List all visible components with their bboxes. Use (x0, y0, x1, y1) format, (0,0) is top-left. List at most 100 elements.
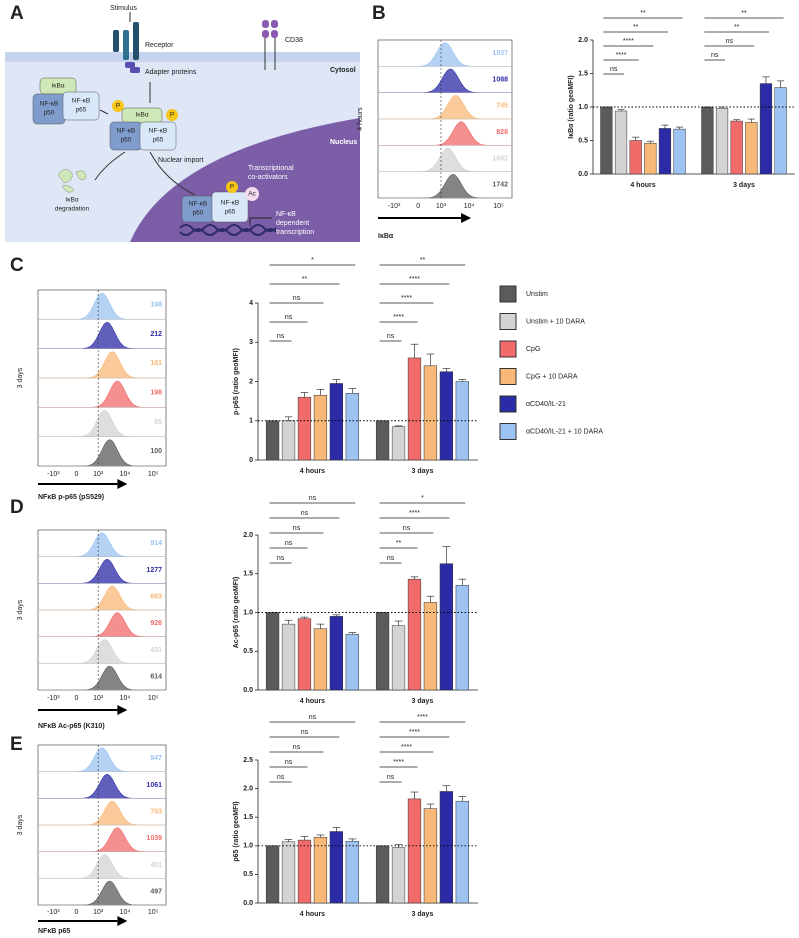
y-tick-label: 3 (249, 339, 253, 346)
mfi-value: 614 (150, 674, 162, 681)
phospho (112, 100, 124, 112)
mfi-value: 1277 (146, 567, 162, 574)
significance-label: ** (734, 24, 740, 31)
significance-label: ns (301, 510, 309, 517)
arrow (149, 151, 196, 196)
acetyl (245, 187, 259, 201)
coactivators: Transcriptional (248, 165, 294, 172)
mfi-value: 431 (150, 647, 162, 654)
histogram (38, 665, 166, 691)
row-label: 4 hours (357, 107, 364, 131)
hist-tick-label: 10⁵ (493, 203, 504, 210)
significance-label: ns (293, 744, 301, 751)
significance-label: **** (409, 729, 420, 736)
bar (329, 831, 344, 904)
bar (329, 616, 344, 691)
bar (391, 847, 406, 904)
y-tick-label: 1.0 (243, 843, 253, 850)
significance-label: ns (387, 333, 395, 340)
bar (730, 120, 743, 175)
row-label: 3 days (17, 814, 24, 835)
hist-arrow-head (117, 916, 128, 926)
hist-tick-label: 10⁴ (120, 695, 131, 702)
bar (439, 563, 454, 691)
bar (297, 396, 312, 461)
significance-label: **** (401, 744, 412, 751)
bar (265, 420, 280, 461)
significance-label: **** (393, 759, 404, 766)
hist-tick-label: -10³ (47, 471, 60, 478)
significance-label: * (311, 257, 314, 264)
y-axis-label: p65 (ratio geoMFI) (233, 801, 240, 861)
mfi-value: 181 (150, 360, 162, 367)
mfi-value: 212 (150, 331, 162, 338)
bar (297, 839, 312, 904)
significance-label: **** (393, 314, 404, 321)
significance-label: ** (741, 10, 747, 17)
arrow (94, 151, 126, 181)
bar (345, 633, 359, 691)
cd38-label: CD38 (285, 37, 303, 44)
panel-label: A (10, 3, 24, 24)
hist-tick-label: 0 (74, 471, 78, 478)
p50: p50 (193, 210, 204, 217)
y-tick-label: 0.0 (243, 900, 253, 907)
bar (265, 612, 280, 691)
histogram (38, 380, 166, 408)
significance-label: ns (293, 525, 301, 532)
x-tick-label: 3 days (412, 698, 434, 705)
ikba: IκBα (135, 112, 148, 119)
x-tick-label: 4 hours (300, 911, 325, 918)
histogram (38, 747, 166, 772)
y-tick-label: 0.5 (243, 871, 253, 878)
histogram (38, 292, 166, 320)
panel-label: D (10, 497, 24, 518)
significance-label: ** (396, 540, 402, 547)
degraded-ikba (57, 169, 87, 193)
receptor (133, 22, 139, 60)
y-tick-label: 2.0 (243, 532, 253, 539)
x-tick-label: 3 days (412, 468, 434, 475)
significance-label: **** (616, 52, 627, 59)
hist-tick-label: 10³ (93, 471, 104, 478)
degradation: degradation (55, 206, 90, 213)
p65-box (62, 91, 100, 121)
histogram (38, 532, 166, 557)
mfi-value: 65 (154, 419, 162, 426)
hist-axis-label: NFκB Ac-p65 (K310) (38, 723, 105, 730)
histogram (38, 854, 166, 879)
y-tick-label: 2 (249, 378, 253, 385)
bar (455, 800, 469, 904)
histogram (38, 410, 166, 437)
mfi-value: 914 (150, 540, 162, 547)
y-tick-label: 2.0 (578, 37, 588, 44)
bar (313, 836, 328, 904)
y-tick-label: 1.5 (243, 814, 253, 821)
significance-label: ns (277, 333, 285, 340)
bar (745, 122, 758, 175)
phospho-label: P (170, 112, 174, 119)
histogram (38, 585, 166, 611)
bar (375, 845, 390, 904)
bar (759, 83, 773, 175)
hist-tick-label: 10³ (436, 203, 447, 210)
nuclear-import: Nuclear import (158, 157, 204, 164)
panel-label: E (10, 734, 23, 755)
hist-tick-label: 0 (416, 203, 420, 210)
arrow (99, 109, 109, 115)
y-tick-label: 0.5 (243, 648, 253, 655)
phospho-label: P (116, 103, 120, 110)
phospho (166, 109, 178, 121)
hist-axis-label: NFκB p-p65 (pS529) (38, 494, 104, 501)
bar (313, 394, 328, 461)
p50: p50 (121, 137, 132, 144)
hist-tick-label: 10⁵ (148, 471, 159, 478)
hist-arrow-head (117, 479, 128, 489)
histogram (38, 322, 166, 349)
bar (329, 383, 344, 461)
mfi-value: 1037 (492, 50, 508, 57)
p65-box (139, 121, 177, 151)
bar (715, 108, 729, 175)
y-tick-label: 0.0 (243, 687, 253, 694)
significance-label: ns (285, 314, 293, 321)
